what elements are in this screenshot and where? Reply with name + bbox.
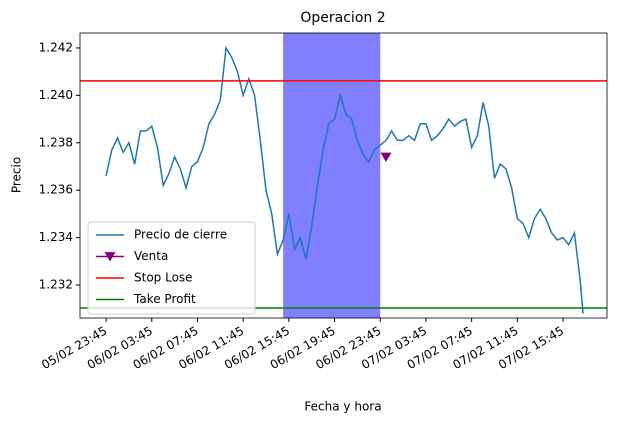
y-tick-label: 1.234 xyxy=(39,230,73,244)
y-tick-label: 1.242 xyxy=(39,40,73,54)
plot-frame xyxy=(79,32,608,319)
y-tick-label: 1.236 xyxy=(39,183,73,197)
legend-label: Take Profit xyxy=(133,292,196,306)
legend-label: Venta xyxy=(134,249,168,263)
legend-marker xyxy=(104,252,116,262)
x-axis-label: Fecha y hora xyxy=(304,400,381,414)
legend-label: Stop Lose xyxy=(134,271,193,285)
shaded-span xyxy=(283,33,381,318)
y-tick-label: 1.240 xyxy=(39,88,73,102)
legend-label: Precio de cierre xyxy=(134,228,227,242)
y-tick-label: 1.232 xyxy=(39,278,73,292)
sell-marker xyxy=(380,152,392,162)
chart-title: Operacion 2 xyxy=(300,10,385,26)
y-tick-label: 1.238 xyxy=(39,135,73,149)
legend-box xyxy=(87,221,256,315)
y-axis-label: Precio xyxy=(10,157,24,193)
price-line xyxy=(105,45,584,314)
